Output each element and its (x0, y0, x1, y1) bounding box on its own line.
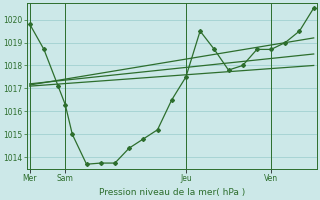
X-axis label: Pression niveau de la mer( hPa ): Pression niveau de la mer( hPa ) (99, 188, 245, 197)
